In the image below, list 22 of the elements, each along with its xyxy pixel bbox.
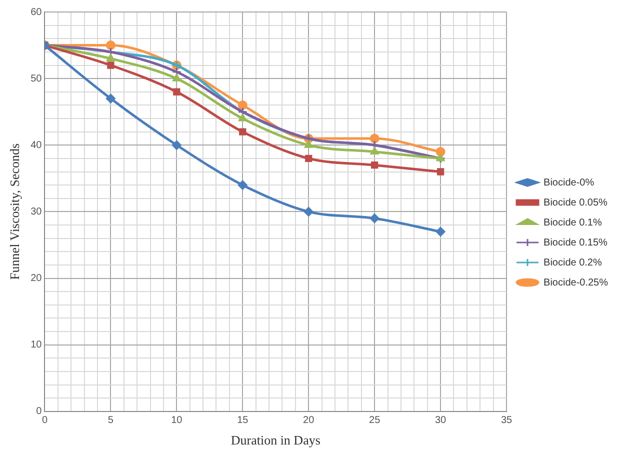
y-tick-label: 50 bbox=[30, 73, 42, 84]
legend-label: Biocide-0% bbox=[544, 177, 594, 188]
x-tick-label: 5 bbox=[108, 415, 114, 426]
x-tick-label: 15 bbox=[237, 415, 249, 426]
legend-label: Biocide 0.1% bbox=[544, 217, 602, 228]
x-tick-label: 10 bbox=[171, 415, 183, 426]
x-tick-label: 30 bbox=[434, 415, 447, 426]
y-tick-label: 0 bbox=[36, 406, 42, 418]
y-tick-label: 40 bbox=[30, 140, 42, 151]
x-tick-label: 35 bbox=[500, 415, 513, 426]
x-tick-label: 25 bbox=[369, 415, 381, 426]
y-tick-label: 20 bbox=[30, 273, 42, 284]
legend-label: Biocide 0.05% bbox=[544, 197, 608, 208]
x-tick-label: 20 bbox=[303, 415, 315, 426]
y-tick-label: 60 bbox=[30, 6, 42, 18]
y-tick-label: 10 bbox=[30, 340, 42, 351]
legend-label: Biocide 0.2% bbox=[544, 257, 602, 268]
x-axis-title: Duration in Days bbox=[230, 432, 320, 448]
y-tick-label: 30 bbox=[30, 206, 42, 218]
y-axis-title: Funnel Viscosity, Seconds bbox=[7, 143, 22, 280]
legend-label: Biocide-0.25% bbox=[544, 277, 608, 288]
legend-label: Biocide 0.15% bbox=[544, 237, 608, 248]
